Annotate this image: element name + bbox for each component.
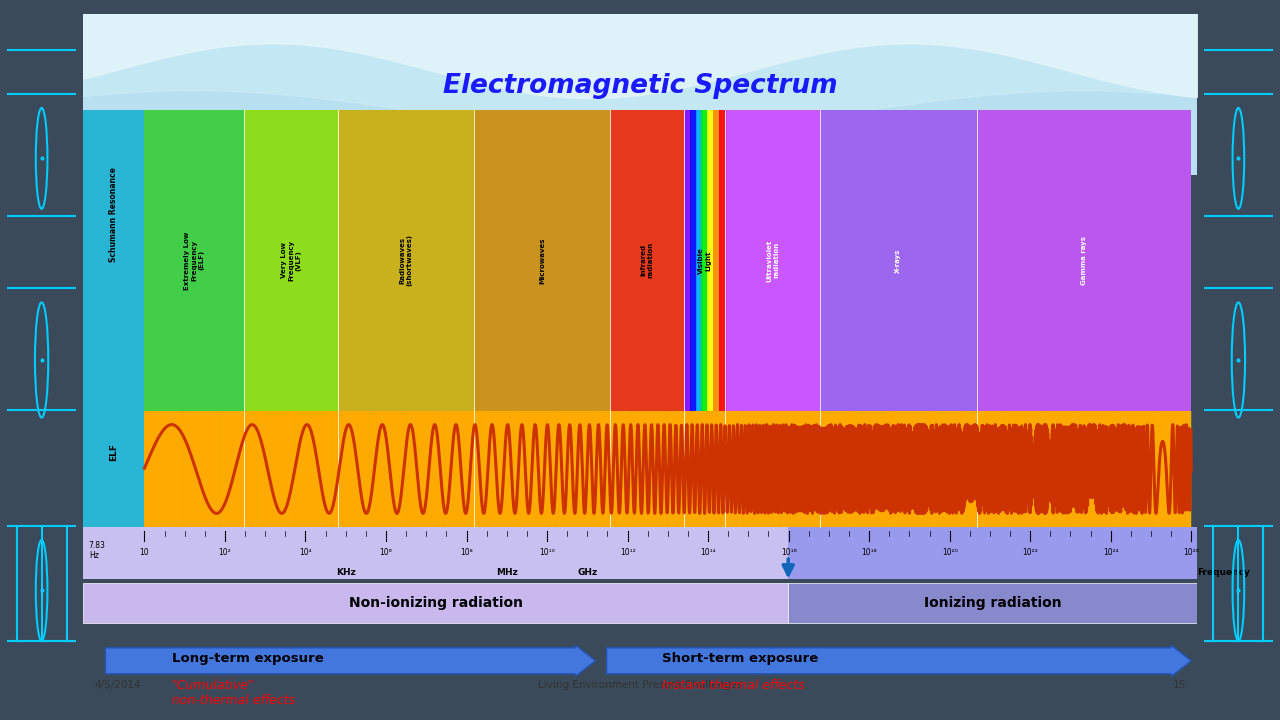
- Text: Short-term exposure: Short-term exposure: [662, 652, 818, 665]
- FancyBboxPatch shape: [244, 110, 338, 410]
- Text: 10²⁰: 10²⁰: [942, 548, 957, 557]
- Text: 10²²: 10²²: [1023, 548, 1038, 557]
- FancyBboxPatch shape: [713, 110, 721, 410]
- Text: Ultraviolet
radiation: Ultraviolet radiation: [765, 239, 780, 282]
- FancyBboxPatch shape: [977, 410, 1192, 527]
- FancyBboxPatch shape: [690, 110, 696, 410]
- FancyBboxPatch shape: [83, 527, 1197, 579]
- Text: Gamma rays: Gamma rays: [1080, 236, 1087, 285]
- FancyBboxPatch shape: [719, 110, 727, 410]
- FancyBboxPatch shape: [726, 410, 819, 527]
- Text: Instant thermal effects: Instant thermal effects: [662, 679, 805, 692]
- Text: 10⁶: 10⁶: [380, 548, 393, 557]
- Text: Living Environment Present Challenges: Living Environment Present Challenges: [538, 680, 742, 690]
- Text: Electromagnetic Spectrum: Electromagnetic Spectrum: [443, 73, 837, 99]
- FancyBboxPatch shape: [788, 527, 1197, 579]
- Text: 10²⁴: 10²⁴: [1103, 548, 1119, 557]
- FancyArrow shape: [105, 645, 595, 676]
- Text: X-rays: X-rays: [895, 248, 901, 273]
- Text: "Cumulative"
non-thermal effects: "Cumulative" non-thermal effects: [173, 679, 296, 707]
- Text: Long-term exposure: Long-term exposure: [173, 652, 324, 665]
- Text: Non-ionizing radiation: Non-ionizing radiation: [348, 596, 522, 611]
- Text: Schumann Resonance: Schumann Resonance: [109, 167, 118, 262]
- FancyBboxPatch shape: [788, 583, 1197, 624]
- FancyBboxPatch shape: [695, 110, 703, 410]
- Text: 15: 15: [1172, 680, 1185, 690]
- FancyBboxPatch shape: [708, 110, 714, 410]
- Text: Microwaves: Microwaves: [539, 237, 545, 284]
- FancyArrow shape: [607, 645, 1192, 676]
- FancyBboxPatch shape: [145, 110, 1192, 410]
- Text: 10¹⁴: 10¹⁴: [700, 548, 716, 557]
- Text: Infrared
radiation: Infrared radiation: [640, 243, 653, 279]
- Text: 10⁸: 10⁸: [461, 548, 472, 557]
- FancyBboxPatch shape: [338, 110, 474, 410]
- Text: Extremely Low
Frequency
(ELF): Extremely Low Frequency (ELF): [184, 231, 205, 289]
- Text: 4/5/2014: 4/5/2014: [95, 680, 141, 690]
- Text: 10: 10: [140, 548, 150, 557]
- FancyBboxPatch shape: [145, 110, 244, 410]
- Text: 10⁴: 10⁴: [300, 548, 312, 557]
- Text: MHz: MHz: [495, 569, 517, 577]
- Text: 10²⁶: 10²⁶: [1183, 548, 1199, 557]
- Text: 10²: 10²: [219, 548, 232, 557]
- FancyBboxPatch shape: [819, 410, 977, 527]
- Text: 10¹⁸: 10¹⁸: [861, 548, 877, 557]
- FancyBboxPatch shape: [684, 410, 726, 527]
- Text: Visible
Light: Visible Light: [698, 247, 710, 274]
- FancyBboxPatch shape: [977, 110, 1192, 410]
- FancyBboxPatch shape: [244, 410, 338, 527]
- Text: 10¹²: 10¹²: [620, 548, 635, 557]
- FancyBboxPatch shape: [684, 110, 691, 410]
- FancyBboxPatch shape: [145, 410, 244, 527]
- FancyBboxPatch shape: [474, 110, 611, 410]
- Text: Ionizing radiation: Ionizing radiation: [924, 596, 1061, 611]
- Text: ELF: ELF: [109, 444, 118, 462]
- Text: Radiowaves
(shortwaves): Radiowaves (shortwaves): [399, 235, 412, 287]
- FancyBboxPatch shape: [819, 110, 977, 410]
- FancyBboxPatch shape: [83, 110, 145, 527]
- Text: 7.83
Hz: 7.83 Hz: [88, 541, 106, 560]
- FancyBboxPatch shape: [611, 110, 684, 410]
- FancyBboxPatch shape: [474, 410, 611, 527]
- Text: Frequency: Frequency: [1197, 569, 1249, 577]
- Text: 10¹⁰: 10¹⁰: [539, 548, 556, 557]
- Text: KHz: KHz: [335, 569, 356, 577]
- Text: Very Low
Frequency
(VLF): Very Low Frequency (VLF): [282, 240, 301, 281]
- FancyBboxPatch shape: [83, 14, 1197, 175]
- FancyBboxPatch shape: [726, 110, 819, 410]
- Text: GHz: GHz: [577, 569, 598, 577]
- FancyBboxPatch shape: [701, 110, 709, 410]
- FancyBboxPatch shape: [83, 583, 788, 624]
- Text: 10¹⁶: 10¹⁶: [781, 548, 796, 557]
- FancyBboxPatch shape: [338, 410, 474, 527]
- FancyBboxPatch shape: [611, 410, 684, 527]
